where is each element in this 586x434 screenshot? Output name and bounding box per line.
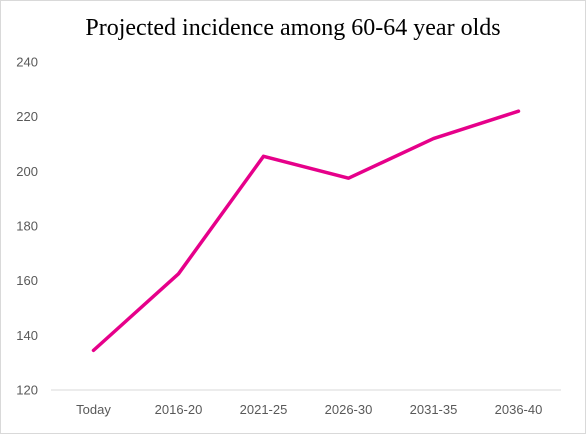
y-tick-label: 180 (16, 219, 38, 234)
chart-title: Projected incidence among 60-64 year old… (85, 15, 501, 41)
x-tick-label: 2026-30 (325, 402, 373, 417)
x-tick-label: Today (76, 402, 111, 417)
y-tick-label: 140 (16, 328, 38, 343)
y-tick-label: 200 (16, 164, 38, 179)
y-tick-label: 220 (16, 109, 38, 124)
x-tick-label: 2021-25 (240, 402, 288, 417)
y-tick-label: 160 (16, 273, 38, 288)
x-tick-label: 2016-20 (155, 402, 203, 417)
x-tick-label: 2031-35 (410, 402, 458, 417)
y-tick-label: 240 (16, 55, 38, 70)
y-tick-label: 120 (16, 383, 38, 398)
series-line (91, 109, 521, 353)
x-tick-label: 2036-40 (495, 402, 543, 417)
